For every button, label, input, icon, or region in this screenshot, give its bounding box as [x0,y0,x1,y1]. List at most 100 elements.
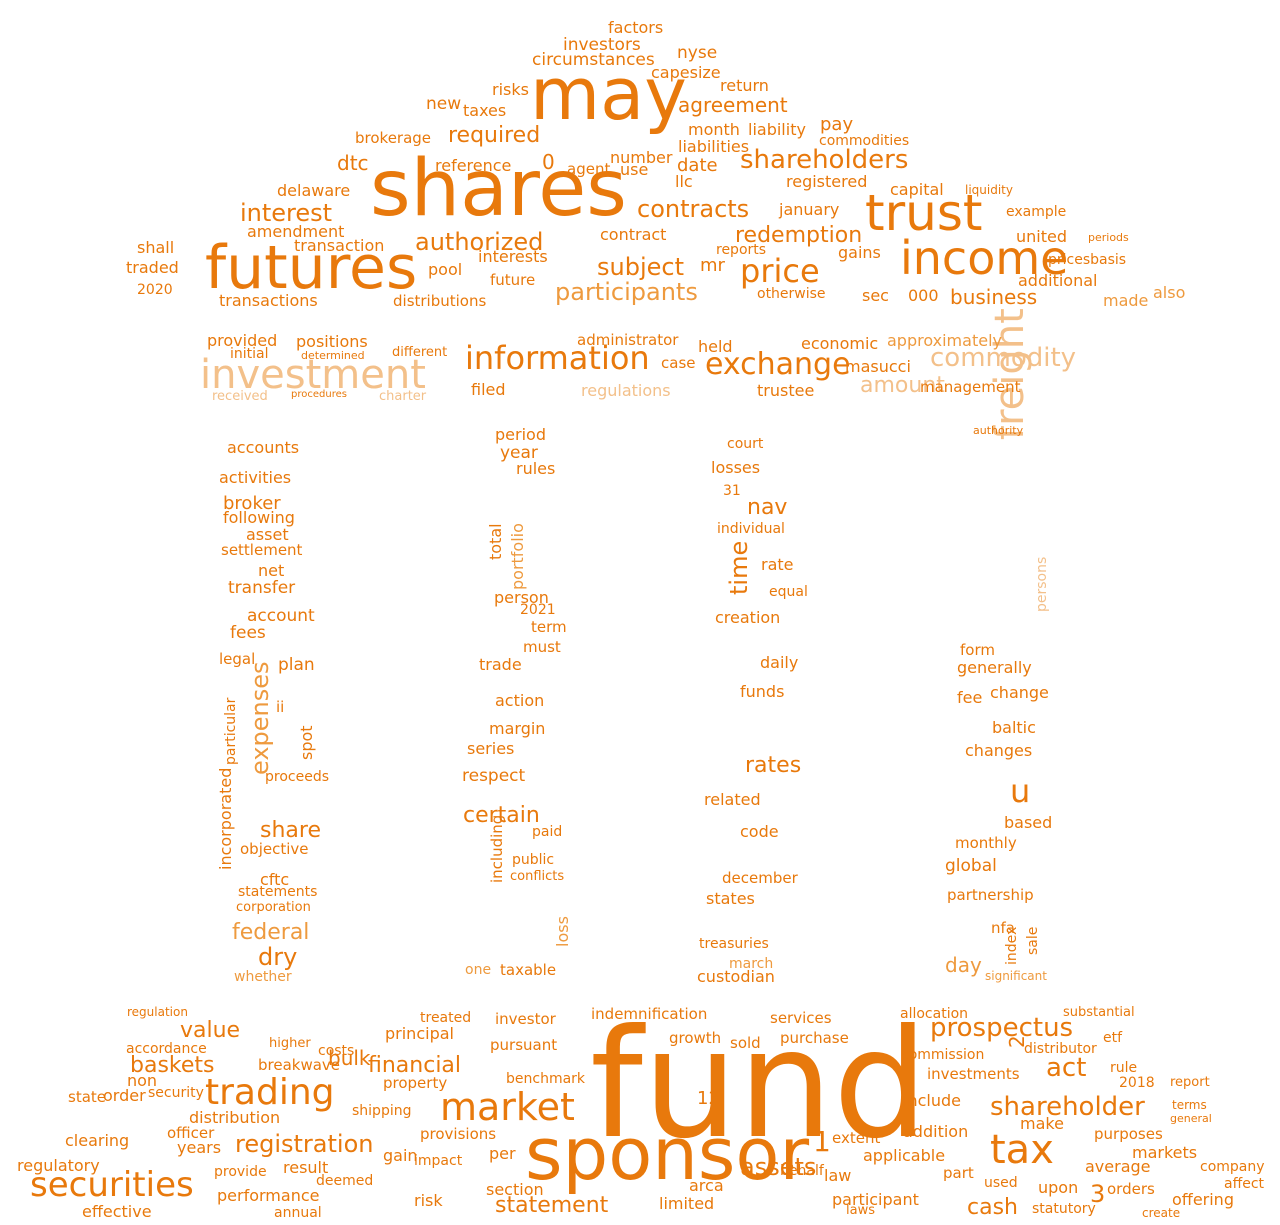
cloud-word: performance [217,1186,320,1205]
cloud-word: dtc [337,151,369,175]
cloud-word: allocation [900,1006,969,1022]
cloud-word: daily [760,653,799,672]
cloud-word: make [1020,1114,1064,1133]
cloud-word: account [247,606,315,626]
cloud-word: global [945,856,997,876]
cloud-word: participant [832,1190,919,1209]
cloud-word: also [1153,283,1186,302]
cloud-word: interest [240,199,333,227]
cloud-word: initial [230,346,269,362]
cloud-word: exchange [705,347,851,382]
cloud-word: growth [669,1029,722,1047]
cloud-word: whether [234,969,292,985]
cloud-word: average [1085,1157,1151,1176]
cloud-word: federal [232,920,310,945]
cloud-word: sale [1025,926,1041,955]
cloud-word: terms [1172,1098,1207,1112]
cloud-word: custodian [697,967,775,986]
cloud-word: result [283,1158,329,1177]
cloud-word: administrator [577,331,679,349]
cloud-word: 12 [697,1088,720,1109]
cloud-word: rates [745,753,802,778]
cloud-word: 31 [723,483,741,499]
cloud-word: llc [675,172,693,191]
cloud-word: freight [987,308,1033,440]
cloud-word: officer [167,1124,215,1142]
cloud-word: changes [965,741,1033,760]
cloud-word: extent [832,1129,881,1147]
cloud-word: traded [126,258,179,277]
cloud-word: 2021 [520,602,556,618]
cloud-word: margin [489,719,546,738]
cloud-word: ii [276,698,285,716]
cloud-word: impact [414,1153,463,1169]
cloud-word: capesize [651,63,721,82]
cloud-word: orders [1107,1180,1155,1198]
cloud-word: monthly [955,834,1017,852]
cloud-word: include [903,1091,961,1110]
cloud-word: including [488,814,506,883]
cloud-word: trading [205,1072,335,1113]
cloud-word: case [661,354,696,372]
cloud-word: capital [890,180,944,199]
cloud-word: shall [137,238,175,257]
cloud-word: rule [1110,1060,1138,1076]
cloud-word: return [720,76,769,95]
cloud-word: example [1006,204,1067,220]
cloud-word: nav [747,495,788,520]
cloud-word: broker [223,493,281,514]
cloud-word: loss [553,916,572,947]
cloud-word: 0 [542,150,555,174]
cloud-word: equal [769,584,808,600]
cloud-word: new [426,94,462,114]
cloud-word: public [512,852,555,868]
cloud-word: redemption [735,223,863,248]
cloud-word: respect [462,766,526,786]
cloud-word: person [494,588,549,607]
cloud-word: cash [967,1195,1018,1220]
cloud-word: losses [711,458,761,477]
cloud-word: treasuries [699,936,769,952]
cloud-word: circumstances [532,50,655,70]
cloud-word: gain [383,1146,418,1165]
cloud-word: distributions [393,292,487,310]
cloud-word: particular [223,697,239,765]
cloud-word: pursuant [490,1036,558,1054]
cloud-word: agreement [678,93,788,117]
cloud-word: higher [269,1036,311,1051]
cloud-word: costs [318,1043,355,1059]
cloud-word: purchase [780,1029,849,1047]
cloud-word: trustee [757,381,815,400]
cloud-word: required [448,123,541,148]
cloud-word: 2020 [137,282,173,298]
cloud-word: masucci [845,357,911,376]
cloud-word: commodity [930,343,1077,373]
cloud-word: investment [200,352,426,398]
cloud-word: code [740,822,779,841]
cloud-word: u [1010,772,1031,810]
cloud-word: substantial [1063,1005,1135,1020]
cloud-word: offering [1172,1190,1234,1209]
cloud-word: subject [597,253,684,281]
cloud-word: provisions [420,1125,497,1143]
cloud-word: states [706,889,755,908]
cloud-word: january [779,200,840,219]
cloud-word: march [729,956,774,972]
cloud-word: received [212,389,268,404]
cloud-word: investor [495,1010,556,1028]
cloud-word: following [223,508,295,527]
cloud-word: laws [846,1203,875,1218]
cloud-word: incorporated [216,767,235,870]
cloud-word: certain [463,803,540,828]
cloud-word: addition [903,1122,969,1141]
cloud-word: investors [563,35,641,55]
cloud-word: otherwise [757,286,826,302]
cloud-word: commission [901,1047,985,1063]
cloud-word: accounts [227,438,300,457]
cloud-word: based [1004,813,1053,832]
cloud-word: plan [278,655,315,675]
cloud-word: tax [990,1127,1054,1173]
cloud-word: taxes [463,101,507,120]
cloud-word: benchmark [506,1071,586,1087]
